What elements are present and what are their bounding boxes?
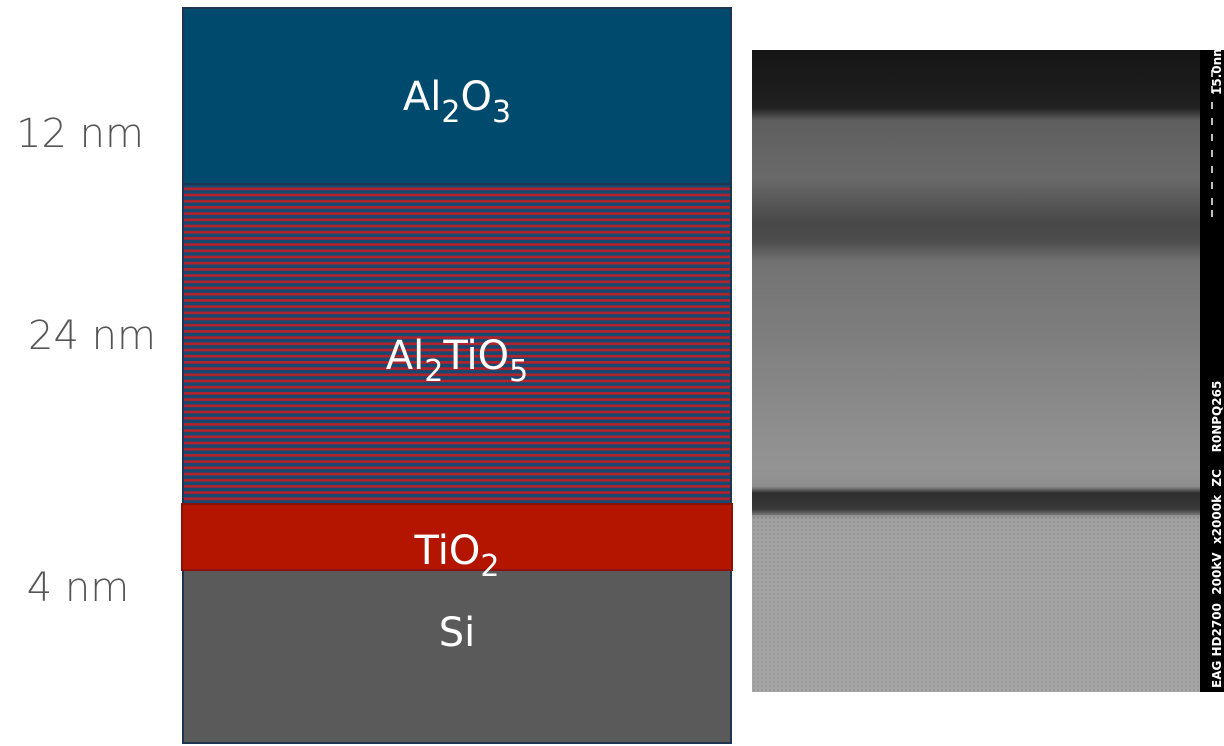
label-part: TiO <box>414 528 481 574</box>
label-part: O <box>461 74 492 120</box>
label-subscript: 2 <box>441 95 460 130</box>
label-part: Al <box>403 74 441 120</box>
layer-label: Si <box>439 610 476 656</box>
label-part: Al <box>386 333 424 379</box>
thickness-label: 12 nm <box>16 111 144 157</box>
label-part: Si <box>439 610 476 656</box>
thickness-label: 24 nm <box>28 313 156 359</box>
label-subscript: 3 <box>492 95 511 130</box>
tem-image: 15.0nm EAG HD2700 200kV x2000k ZC R0NPQ2… <box>752 44 1224 692</box>
tem-lattice <box>752 515 1200 692</box>
thickness-label: 4 nm <box>27 565 129 611</box>
label-part: TiO <box>442 333 509 379</box>
label-subscript: 5 <box>509 354 528 389</box>
si-layer <box>184 571 730 742</box>
figure: 15.0nm EAG HD2700 200kV x2000k ZC R0NPQ2… <box>0 0 1224 746</box>
tem-caption: EAG HD2700 200kV x2000k ZC R0NPQ265 <box>1210 381 1224 688</box>
label-subscript: 2 <box>424 354 443 389</box>
label-subscript: 2 <box>480 549 499 584</box>
scale-label: 15.0nm <box>1210 44 1224 95</box>
page: 15.0nm EAG HD2700 200kV x2000k ZC R0NPQ2… <box>0 0 1224 746</box>
